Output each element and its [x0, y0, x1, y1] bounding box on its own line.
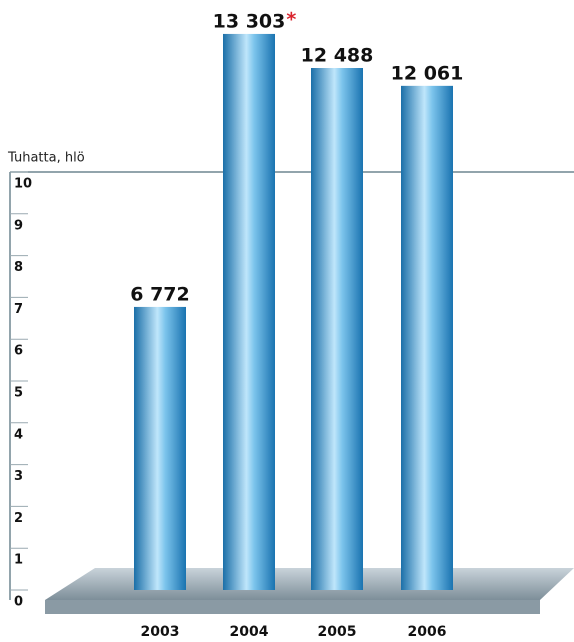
y-tick-label: 8	[14, 260, 23, 275]
bar	[223, 33, 275, 591]
value-label: 12 061	[391, 62, 464, 84]
x-tick-label: 2003	[141, 624, 180, 640]
y-tick-label: 2	[14, 511, 23, 526]
annotation: *	[286, 8, 296, 30]
y-tick-label: 6	[14, 344, 23, 359]
value-label: 6 772	[130, 283, 190, 305]
base-platform	[45, 568, 574, 600]
y-tick-label: 5	[14, 386, 23, 401]
value-label: 13 303	[213, 10, 286, 32]
bar	[311, 68, 363, 591]
bar	[401, 85, 453, 591]
x-tick-label: 2004	[230, 624, 269, 640]
bar	[134, 306, 186, 590]
y-tick-label: 1	[14, 553, 23, 568]
y-tick-label: 9	[14, 218, 23, 233]
y-tick-label: 3	[14, 469, 23, 484]
x-tick-label: 2006	[408, 624, 447, 640]
y-axis-label: Tuhatta, hlö	[7, 151, 85, 166]
base-platform	[45, 600, 540, 614]
x-tick-label: 2005	[318, 624, 357, 640]
y-tick-label: 4	[14, 427, 23, 442]
value-label: 12 488	[301, 45, 374, 67]
y-tick-label: 0	[14, 595, 23, 610]
y-tick-label: 10	[14, 177, 32, 192]
y-tick-label: 7	[14, 302, 23, 317]
